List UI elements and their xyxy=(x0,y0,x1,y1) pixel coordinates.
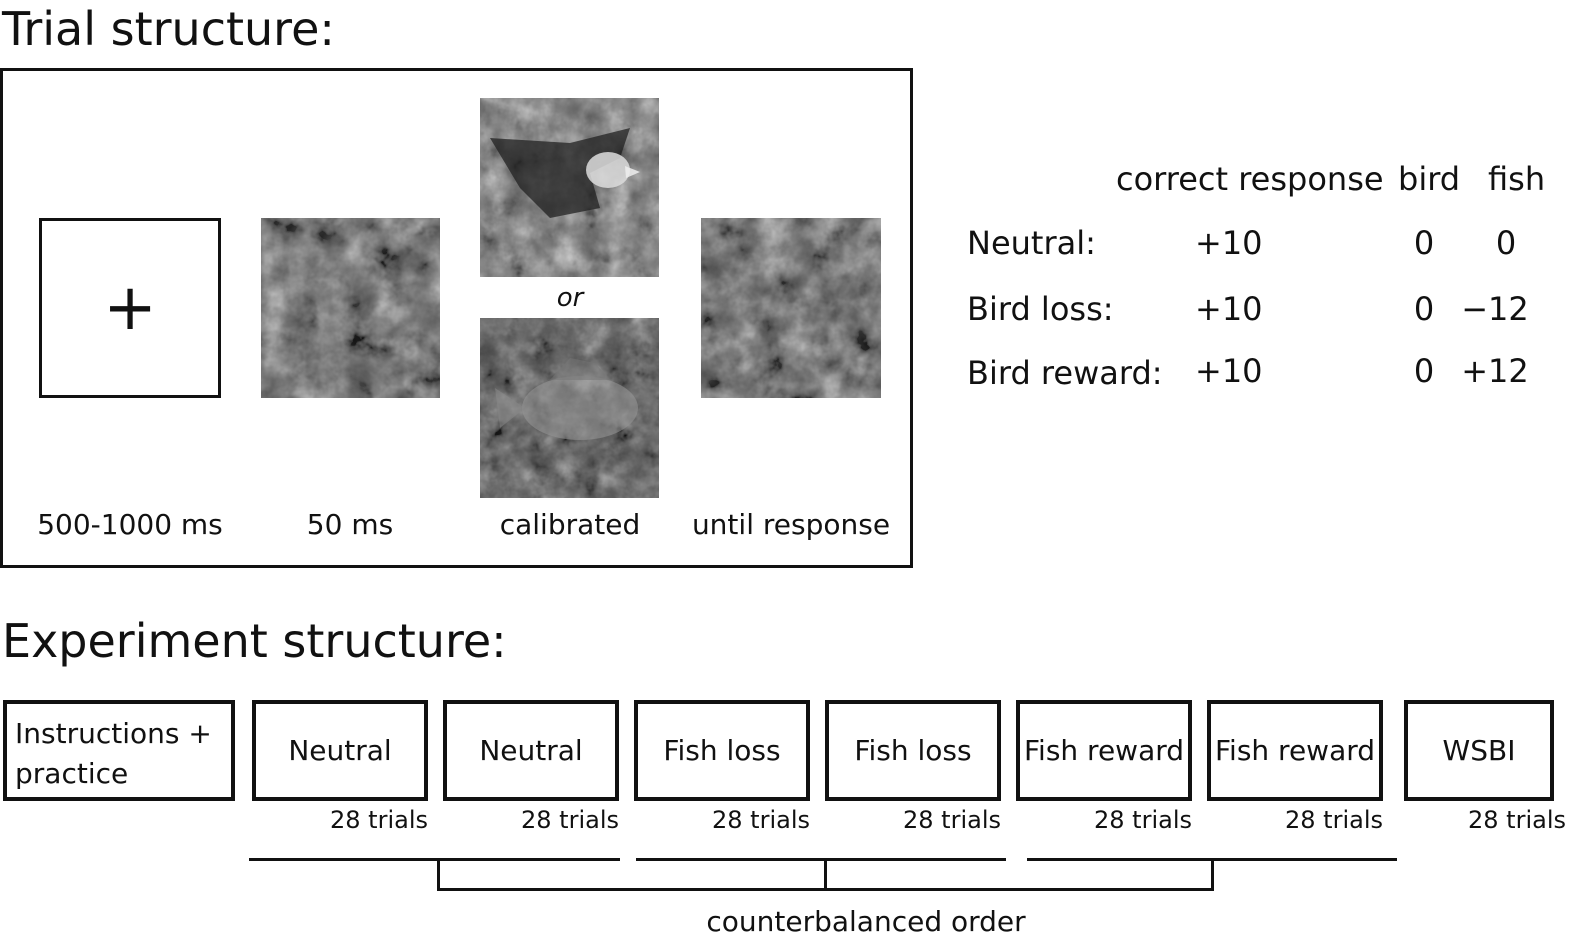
row-bird-value: 0 xyxy=(1413,290,1435,328)
block-label: Fish loss xyxy=(663,734,781,767)
fish-target-image xyxy=(480,318,659,498)
trial-count: 28 trials xyxy=(1468,806,1566,834)
block-label: Fish loss xyxy=(854,734,972,767)
stage-duration-fixation: 500-1000 ms xyxy=(37,508,223,541)
header-fish: fish xyxy=(1488,160,1546,198)
block-neutral-2: Neutral xyxy=(443,700,619,801)
block-wsbi: WSBI xyxy=(1404,700,1554,801)
block-fish-reward-2: Fish reward xyxy=(1207,700,1383,801)
bracket-line-neutral xyxy=(249,858,620,861)
bracket-tick-middle xyxy=(824,858,827,891)
stage-duration-target: calibrated xyxy=(499,508,641,541)
row-correct-value: +10 xyxy=(1195,290,1263,328)
trial-count: 28 trials xyxy=(712,806,810,834)
block-fish-reward-1: Fish reward xyxy=(1016,700,1192,801)
block-instructions: Instructions + practice xyxy=(3,700,235,801)
trial-count: 28 trials xyxy=(330,806,428,834)
block-label: Neutral xyxy=(479,734,583,767)
header-bird: bird xyxy=(1398,160,1461,198)
header-correct-response: correct response xyxy=(1116,160,1384,198)
bracket-line-fish-loss xyxy=(636,858,1006,861)
bird-target-image xyxy=(480,98,659,277)
row-condition: Bird reward: xyxy=(967,354,1163,392)
trial-count: 28 trials xyxy=(521,806,619,834)
or-label: or xyxy=(556,283,584,313)
row-bird-value: 0 xyxy=(1413,224,1435,262)
fixation-screen: + xyxy=(39,218,221,398)
bracket-tick-left xyxy=(437,858,440,891)
block-label: Instructions + practice xyxy=(15,717,212,790)
bracket-base xyxy=(437,888,1214,891)
eagle-silhouette xyxy=(490,128,630,218)
counterbalanced-label: counterbalanced order xyxy=(706,905,1026,938)
block-fish-loss-2: Fish loss xyxy=(825,700,1001,801)
stage-duration-response: until response xyxy=(691,508,891,541)
row-correct-value: +10 xyxy=(1195,224,1263,262)
block-label: WSBI xyxy=(1442,734,1516,767)
block-label: Fish reward xyxy=(1023,734,1185,767)
block-fish-loss-1: Fish loss xyxy=(634,700,810,801)
row-fish-value: 0 xyxy=(1495,224,1517,262)
block-neutral-1: Neutral xyxy=(252,700,428,801)
block-label: Fish reward xyxy=(1214,734,1376,767)
trial-structure-title: Trial structure: xyxy=(2,2,335,56)
block-label: Neutral xyxy=(288,734,392,767)
trial-count: 28 trials xyxy=(1094,806,1192,834)
row-condition: Bird loss: xyxy=(967,290,1114,328)
fish-silhouette xyxy=(522,376,638,440)
row-fish-value: +12 xyxy=(1461,352,1529,390)
mask-image-2 xyxy=(701,218,881,398)
bracket-tick-right xyxy=(1211,858,1214,891)
mask-image-1 xyxy=(261,218,440,398)
trial-count: 28 trials xyxy=(1285,806,1383,834)
row-correct-value: +10 xyxy=(1195,352,1263,390)
row-condition: Neutral: xyxy=(967,224,1096,262)
fixation-cross: + xyxy=(103,271,157,345)
trial-count: 28 trials xyxy=(903,806,1001,834)
row-bird-value: 0 xyxy=(1413,352,1435,390)
experiment-structure-title: Experiment structure: xyxy=(2,614,507,668)
stage-duration-mask: 50 ms xyxy=(306,508,394,541)
row-fish-value: −12 xyxy=(1461,290,1529,328)
